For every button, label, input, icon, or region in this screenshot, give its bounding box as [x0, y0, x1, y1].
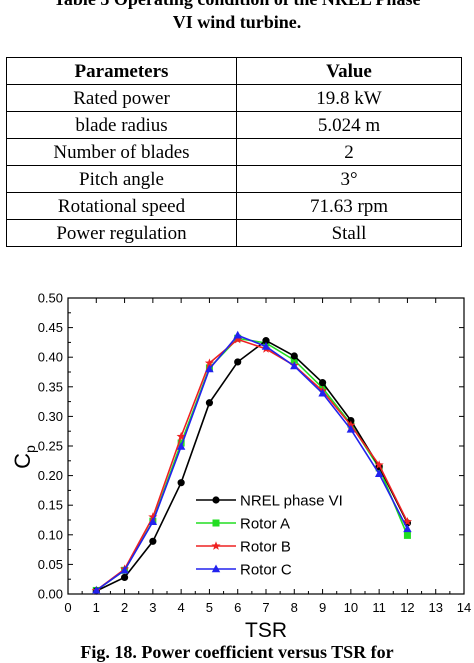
x-axis-label: TSR [245, 619, 287, 642]
legend-marker-rotor-c [211, 564, 221, 573]
param-name: Pitch angle [6, 165, 237, 193]
chart-svg: 0 1 2 3 4 5 6 7 8 9 10 11 12 13 140.000.050.100.150.20… [10, 291, 471, 643]
data-point-rotor-c [290, 361, 299, 370]
table-caption: Table 5 Operating condition of the NREL … [0, 0, 474, 34]
data-point-nrel-phase-vi [120, 573, 129, 582]
data-point-rotor-c [148, 517, 158, 525]
data-point-rotor-b [176, 431, 186, 441]
y-axis-label: Cp [10, 445, 38, 469]
data-point-nrel-phase-vi [205, 399, 214, 407]
data-point-nrel-phase-vi [234, 358, 242, 366]
series-line-nrel-phase-vi [95, 339, 409, 592]
data-point-rotor-c [120, 565, 129, 574]
param-value: 3° [236, 165, 462, 193]
param-name: Rated power [6, 84, 237, 112]
y-tick-label: 0.40 [38, 350, 63, 365]
y-tick-label: 0.05 [38, 557, 63, 572]
data-point-rotor-c [318, 388, 327, 397]
data-point-rotor-c [261, 342, 271, 350]
x-tick-label: 12 [400, 600, 414, 615]
data-point-rotor-a [403, 531, 411, 539]
param-value: 71.63 rpm [236, 192, 462, 220]
data-point-rotor-b [233, 334, 243, 344]
data-point-rotor-c [176, 442, 186, 450]
data-point-rotor-c [403, 524, 412, 533]
x-tick-label: 13 [428, 600, 442, 615]
legend-marker-nrel-phase-vi [212, 496, 220, 504]
parameters-table: Parameters Value Rated power 19.8 kW bla… [6, 57, 462, 247]
legend-marker-rotor-b [211, 541, 221, 550]
x-tick-label: 14 [457, 600, 471, 615]
data-point-rotor-a [290, 356, 298, 364]
param-name: Rotational speed [6, 192, 237, 220]
data-point-rotor-b [148, 512, 158, 521]
header-parameters: Parameters [6, 57, 237, 85]
table-row: Number of blades 2 [6, 138, 462, 166]
x-tick-label: 10 [344, 600, 358, 615]
legend-marker-rotor-a [212, 519, 220, 527]
legend-label-rotor-a: Rotor A [240, 516, 290, 533]
x-tick-label: 11 [372, 600, 386, 615]
legend-label-nrel-phase-vi: NREL phase VI [240, 493, 343, 510]
table-row: Pitch angle 3° [6, 165, 462, 193]
data-point-rotor-b [346, 420, 356, 430]
param-value: 5.024 m [236, 111, 462, 139]
data-point-rotor-c [233, 330, 242, 339]
legend-label-rotor-b: Rotor B [240, 539, 291, 556]
series-line-rotor-b [95, 338, 409, 592]
x-tick-label: 0 [64, 600, 71, 615]
table-caption-line2: VI wind turbine. [172, 12, 302, 32]
data-point-rotor-b [204, 358, 214, 367]
param-value: 2 [236, 138, 462, 166]
param-value: 19.8 kW [236, 84, 462, 112]
data-point-rotor-b [374, 460, 384, 469]
x-tick-label: 8 [291, 600, 298, 615]
data-point-rotor-b [402, 516, 412, 526]
param-name: Number of blades [6, 138, 237, 166]
x-tick-label: 6 [234, 600, 241, 615]
y-tick-label: 0.50 [38, 291, 63, 306]
data-point-nrel-phase-vi [262, 337, 270, 345]
x-tick-label: 5 [206, 600, 213, 615]
data-point-rotor-c [92, 585, 101, 594]
table-row: Power regulation Stall [6, 219, 462, 247]
x-tick-label: 1 [93, 600, 100, 615]
table-row: blade radius 5.024 m [6, 111, 462, 139]
data-point-nrel-phase-vi [290, 352, 298, 360]
figure-caption: Fig. 18. Power coefficient versus TSR fo… [80, 642, 394, 662]
data-point-nrel-phase-vi [177, 479, 185, 487]
x-tick-label: 9 [319, 600, 326, 615]
y-tick-label: 0.15 [38, 498, 63, 513]
y-tick-label: 0.20 [38, 468, 63, 483]
header-value: Value [236, 57, 462, 85]
power-coefficient-chart: 0 1 2 3 4 5 6 7 8 9 10 11 12 13 14 0.00 0.05 0.10 0.15 0.20… [0, 285, 474, 645]
data-point-rotor-c [205, 364, 214, 373]
table-caption-line1: Table 5 Operating condition of the NREL … [0, 0, 474, 11]
data-point-nrel-phase-vi [318, 379, 327, 387]
data-point-rotor-c [346, 424, 356, 433]
param-name: blade radius [6, 111, 237, 139]
x-tick-label: 4 [178, 600, 185, 615]
y-tick-label: 0.35 [38, 379, 63, 394]
data-point-rotor-c [374, 469, 384, 478]
y-tick-label: 0.00 [38, 587, 63, 602]
param-value: Stall [236, 219, 462, 247]
legend-label-rotor-c: Rotor C [240, 562, 292, 579]
y-tick-label: 0.45 [38, 320, 63, 335]
x-tick-label: 7 [262, 600, 269, 615]
table-row: Rotational speed 71.63 rpm [6, 192, 462, 220]
table-row: Rated power 19.8 kW [6, 84, 462, 112]
y-tick-label: 0.10 [38, 527, 63, 542]
y-tick-label: 0.25 [38, 439, 63, 454]
data-point-nrel-phase-vi [149, 537, 157, 545]
x-tick-label: 3 [149, 600, 156, 615]
table-header-row: Parameters Value [6, 57, 462, 85]
x-tick-label: 2 [121, 600, 128, 615]
y-tick-label: 0.30 [38, 409, 63, 424]
param-name: Power regulation [6, 219, 237, 247]
series-line-rotor-c [95, 334, 409, 592]
